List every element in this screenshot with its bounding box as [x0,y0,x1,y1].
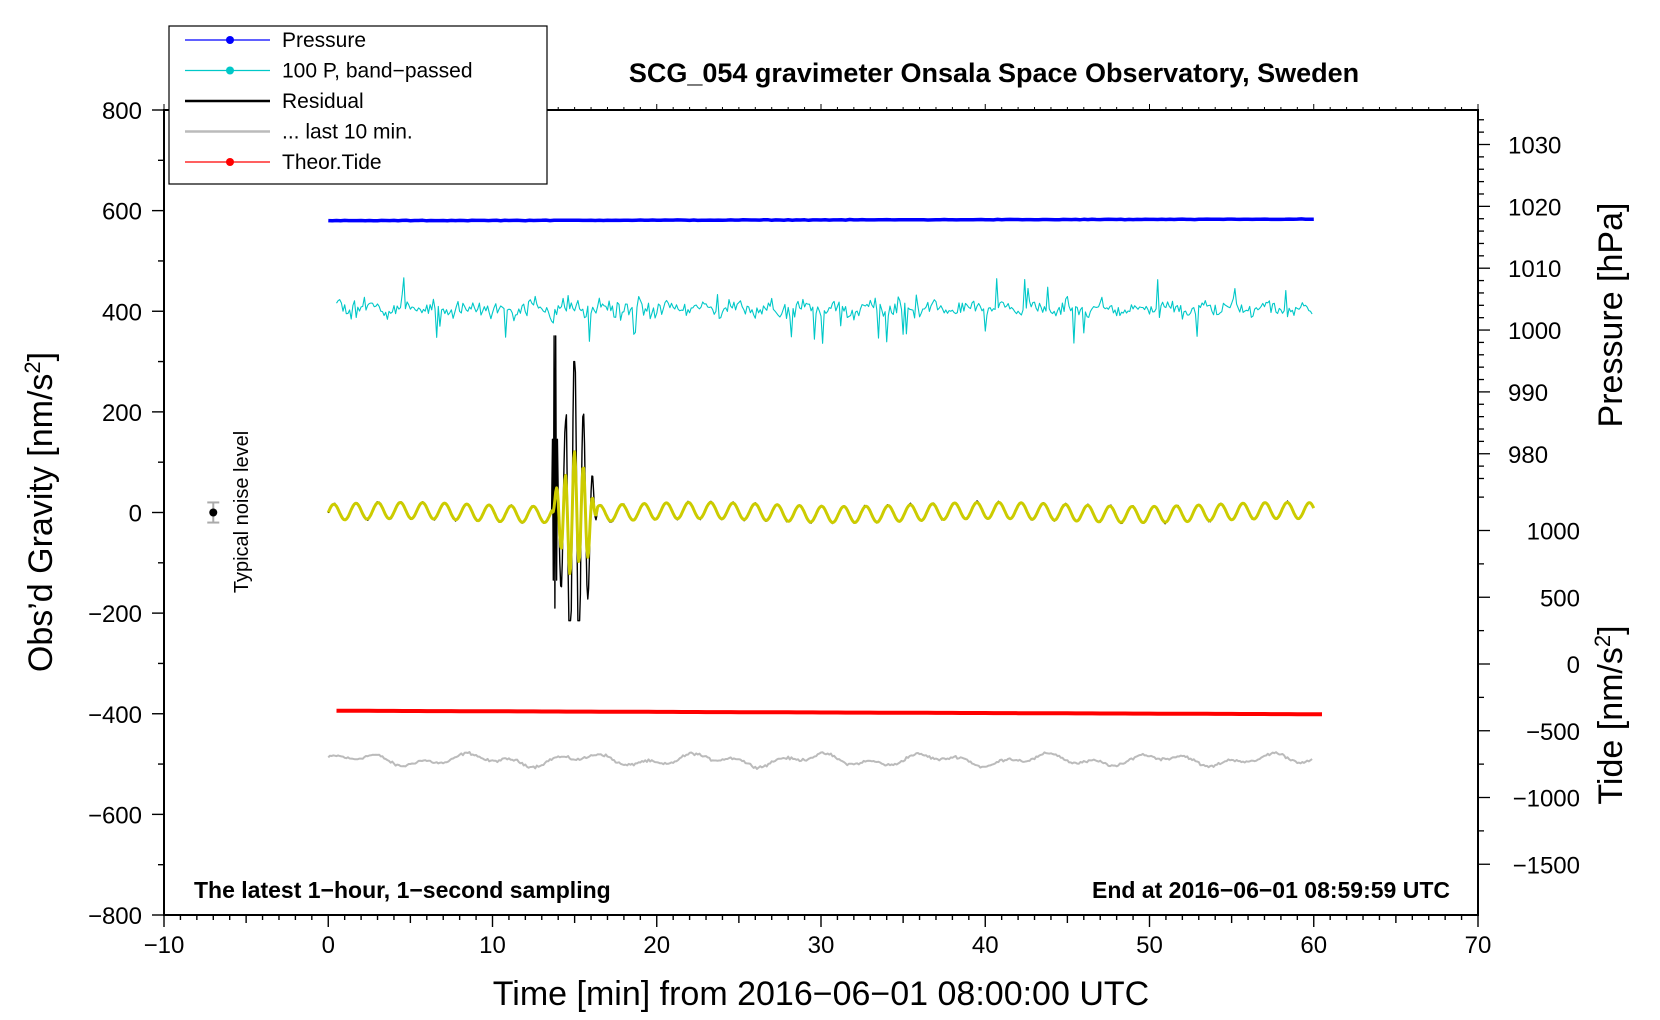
tide-tick-label: 500 [1540,585,1580,612]
series-band-passed [336,277,1313,344]
tide-tick-label: −1000 [1513,786,1580,813]
noise-level-label: Typical noise level [231,431,253,593]
y-axis-left: 800 600 400 200 0 −200 −400 −600 −800 [88,98,164,930]
pressure-axis-title: Pressure [hPa] [1592,203,1630,428]
x-tick-label: 30 [808,932,835,959]
pressure-tick-label: 1030 [1508,133,1561,160]
y-tick-label: 600 [102,199,142,226]
legend-label: 100 P, band−passed [282,60,473,83]
series-pressure [328,217,1314,223]
tide-tick-label: 1000 [1527,519,1580,546]
pressure-tick-label: 1010 [1508,256,1561,283]
x-tick-label: 20 [643,932,670,959]
series-theor-tide [336,708,1323,717]
legend-marker [226,36,234,44]
y-tick-label: −400 [88,702,142,729]
legend-label: Residual [282,90,364,113]
pressure-tick-label: 990 [1508,380,1548,407]
legend-label: ... last 10 min. [282,121,413,144]
noise-level-marker [207,501,220,524]
y-tick-label: −200 [88,601,142,628]
x-tick-label: 70 [1465,932,1492,959]
legend-marker [226,66,234,75]
y-tick-label: −600 [88,802,142,829]
tide-axis: 1000 500 0 −500 −1000 −1500 [1478,496,1580,879]
y-axis-left-title: Obs’d Gravity [nm/s2] [20,352,61,672]
legend: Pressure 100 P, band−passed Residual ... la… [168,25,548,185]
x-tick-label: 50 [1136,932,1163,959]
tide-tick-label: −1500 [1513,852,1580,879]
x-tick-label: 0 [322,932,335,959]
y-tick-label: 200 [102,400,142,427]
y-tick-label: 800 [102,98,142,125]
y-tick-label: 0 [129,501,142,528]
series-residual [327,335,1315,622]
annotation-end-time: End at 2016−06−01 08:59:59 UTC [1092,877,1450,903]
x-tick-label: 40 [972,932,999,959]
y-tick-label: 400 [102,299,142,326]
pressure-tick-label: 1000 [1508,318,1561,345]
chart-title: SCG_054 gravimeter Onsala Space Observat… [629,58,1359,88]
noise-dot [209,508,218,517]
tide-tick-label: 0 [1567,652,1580,679]
legend-label: Pressure [282,29,366,52]
series-group [326,217,1323,770]
annotation-sampling: The latest 1−hour, 1−second sampling [194,877,611,903]
legend-box [168,25,548,185]
x-tick-label: 60 [1300,932,1327,959]
pressure-axis: 1030 1020 1010 1000 990 980 [1478,119,1561,480]
pressure-tick-label: 1020 [1508,194,1561,221]
series-residual-smoothed [326,450,1316,576]
tide-tick-label: −500 [1526,719,1580,746]
series-last-10-min [327,751,1313,770]
pressure-tick-label: 980 [1508,442,1548,469]
x-axis-title: Time [min] from 2016−06−01 08:00:00 UTC [493,975,1149,1013]
y-tick-label: −800 [88,903,142,930]
tide-axis-title: Tide [nm/s2] [1590,625,1631,804]
legend-label: Theor.Tide [282,151,382,174]
x-tick-label: −10 [144,932,185,959]
x-tick-label: 10 [479,932,506,959]
x-axis: −10 0 10 20 30 40 50 60 70 [144,104,1492,959]
legend-marker [226,158,234,166]
